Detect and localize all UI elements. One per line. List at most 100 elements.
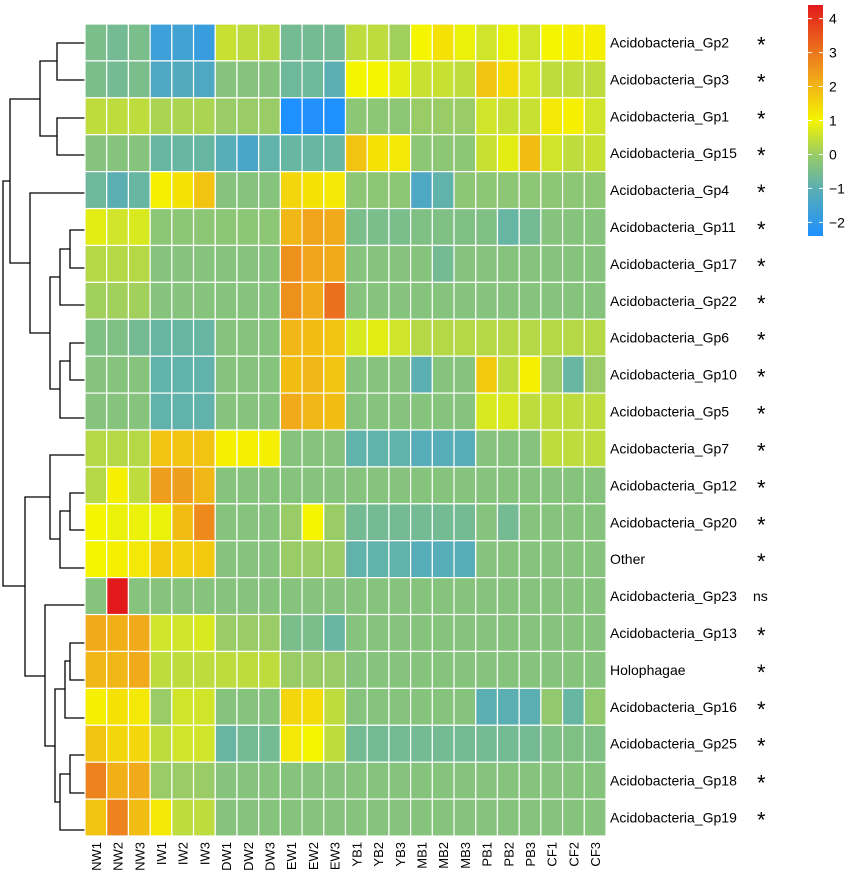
heatmap-cell bbox=[236, 281, 260, 320]
heatmap-cell bbox=[540, 503, 564, 542]
heatmap-cell bbox=[171, 577, 195, 616]
heatmap-cell bbox=[127, 281, 151, 320]
heatmap-cell bbox=[214, 761, 238, 800]
heatmap-cell bbox=[301, 281, 325, 320]
heatmap-cell bbox=[518, 503, 542, 542]
heatmap-cell bbox=[192, 503, 216, 542]
significance-marker: * bbox=[757, 512, 766, 537]
heatmap-cell bbox=[106, 577, 130, 616]
heatmap-cell bbox=[344, 23, 368, 62]
heatmap-cell bbox=[258, 97, 281, 136]
heatmap-cell bbox=[171, 97, 195, 136]
legend-tick-label: −2 bbox=[829, 214, 845, 230]
heatmap-cell bbox=[323, 244, 347, 283]
heatmap-cell bbox=[192, 798, 216, 837]
significance-marker: * bbox=[757, 217, 766, 242]
heatmap-cell bbox=[323, 318, 347, 357]
heatmap-cell bbox=[431, 207, 455, 247]
heatmap-cell bbox=[171, 798, 195, 837]
heatmap-cell bbox=[561, 23, 585, 62]
significance-marker: * bbox=[757, 143, 766, 168]
heatmap-cell bbox=[410, 134, 433, 173]
heatmap-cell bbox=[344, 724, 368, 763]
heatmap-cell bbox=[453, 429, 477, 468]
heatmap-cell bbox=[192, 392, 216, 431]
heatmap-cell bbox=[323, 761, 347, 800]
color-legend: 4 3 2 1 0 −1 −2 bbox=[808, 5, 845, 236]
heatmap-cell bbox=[258, 60, 281, 99]
heatmap-cell bbox=[171, 761, 195, 800]
heatmap-cell bbox=[171, 503, 195, 542]
heatmap-cell bbox=[453, 724, 477, 763]
heatmap-cell bbox=[344, 798, 368, 837]
heatmap-cell bbox=[106, 724, 130, 763]
heatmap-cell bbox=[344, 281, 368, 320]
heatmap-cell bbox=[171, 429, 195, 468]
heatmap-cell bbox=[496, 613, 520, 653]
heatmap-cell bbox=[171, 724, 195, 763]
heatmap-cell bbox=[258, 207, 281, 247]
heatmap-cell bbox=[540, 687, 564, 726]
heatmap-cell bbox=[214, 60, 238, 99]
heatmap-cell bbox=[214, 687, 238, 726]
heatmap-cell bbox=[192, 207, 216, 247]
column-label: YB1 bbox=[349, 842, 364, 867]
heatmap-cell bbox=[301, 134, 325, 173]
heatmap-cell bbox=[518, 60, 542, 99]
heatmap-cell bbox=[561, 687, 585, 726]
heatmap-cell bbox=[214, 650, 238, 689]
heatmap-cell bbox=[258, 577, 281, 616]
heatmap-cell bbox=[410, 429, 433, 468]
heatmap-cell bbox=[366, 798, 390, 837]
heatmap-cell bbox=[366, 207, 390, 247]
legend-tick-label: 1 bbox=[829, 113, 837, 129]
column-label: DW1 bbox=[219, 842, 234, 871]
heatmap-cell bbox=[149, 207, 173, 247]
heatmap-cell bbox=[106, 761, 130, 800]
heatmap-cell bbox=[323, 577, 347, 616]
heatmap-cell bbox=[388, 207, 412, 247]
heatmap-cell bbox=[431, 466, 455, 505]
significance-marker: * bbox=[757, 623, 766, 648]
heatmap-cell bbox=[496, 97, 520, 136]
heatmap-cell bbox=[388, 23, 412, 62]
heatmap-cell bbox=[410, 318, 433, 357]
heatmap-cell bbox=[561, 761, 585, 800]
heatmap-cell bbox=[192, 23, 216, 62]
heatmap-cell bbox=[431, 392, 455, 431]
heatmap-cell bbox=[475, 613, 499, 653]
heatmap-cell bbox=[388, 318, 412, 357]
heatmap-cell bbox=[410, 392, 433, 431]
heatmap-cell bbox=[388, 798, 412, 837]
heatmap-cell bbox=[171, 687, 195, 726]
heatmap-cell bbox=[388, 392, 412, 431]
heatmap-cell bbox=[279, 466, 303, 505]
heatmap-cell bbox=[127, 392, 151, 431]
heatmap-cell bbox=[388, 540, 412, 579]
significance-marker: * bbox=[757, 365, 766, 390]
heatmap-cell bbox=[583, 244, 607, 283]
row-label: Acidobacteria_Gp17 bbox=[610, 256, 737, 272]
heatmap-cell bbox=[496, 392, 520, 431]
heatmap-cell bbox=[453, 798, 477, 837]
heatmap-cell bbox=[84, 392, 108, 431]
row-label: Acidobacteria_Gp19 bbox=[610, 810, 737, 826]
legend-tick-label: 3 bbox=[829, 45, 837, 61]
heatmap-cell bbox=[323, 798, 347, 837]
heatmap-cell bbox=[540, 466, 564, 505]
heatmap-cell bbox=[323, 171, 347, 210]
heatmap-cell bbox=[171, 392, 195, 431]
heatmap-cell bbox=[192, 171, 216, 210]
heatmap-cell bbox=[453, 318, 477, 357]
heatmap-cell bbox=[540, 613, 564, 653]
heatmap-cell bbox=[301, 577, 325, 616]
heatmap-cell bbox=[366, 687, 390, 726]
heatmap-cell bbox=[127, 23, 151, 62]
heatmap-cell bbox=[106, 244, 130, 283]
heatmap-cell bbox=[475, 761, 499, 800]
heatmap-cell bbox=[583, 466, 607, 505]
heatmap-cell bbox=[366, 724, 390, 763]
heatmap-cell bbox=[301, 23, 325, 62]
heatmap-cell bbox=[84, 97, 108, 136]
heatmap-cell bbox=[258, 281, 281, 320]
